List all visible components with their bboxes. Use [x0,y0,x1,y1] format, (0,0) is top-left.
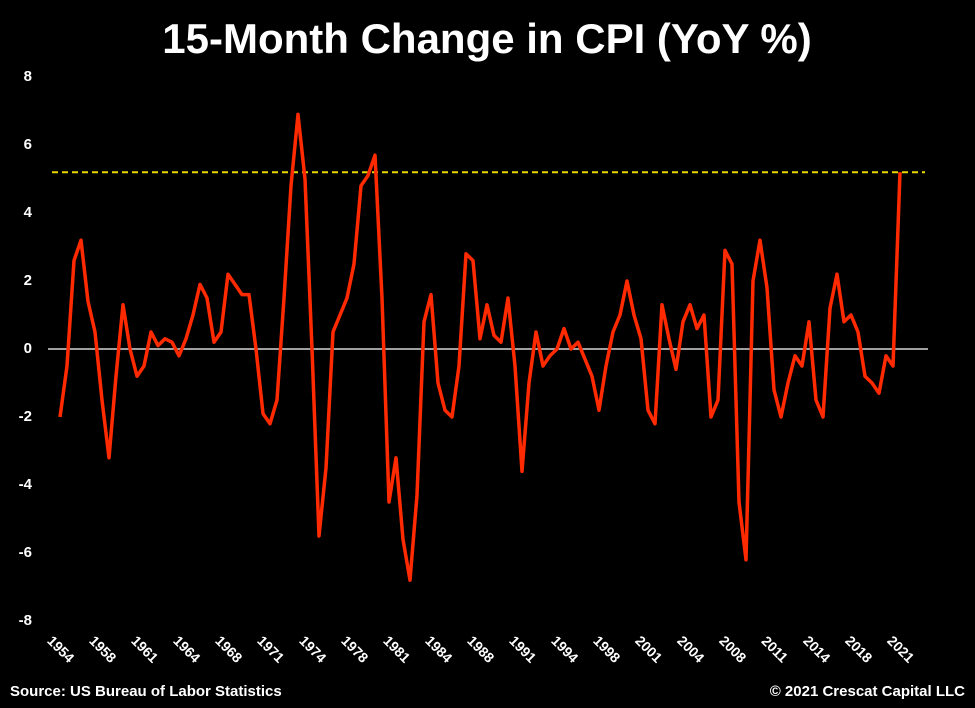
credit-note: © 2021 Crescat Capital LLC [770,683,965,700]
y-tick-label: -6 [19,544,32,561]
y-tick-label: 2 [24,272,32,289]
y-tick-label: 8 [24,68,32,85]
y-tick-label: -8 [19,612,32,629]
cpi-line [58,112,902,582]
y-tick-label: -2 [19,408,32,425]
y-tick-label: 0 [24,340,32,357]
y-tick-label: 4 [24,204,33,221]
chart-title: 15-Month Change in CPI (YoY %) [162,15,811,62]
y-tick-label: -4 [19,476,33,493]
y-tick-label: 6 [24,136,32,153]
source-note: Source: US Bureau of Labor Statistics [10,683,282,700]
